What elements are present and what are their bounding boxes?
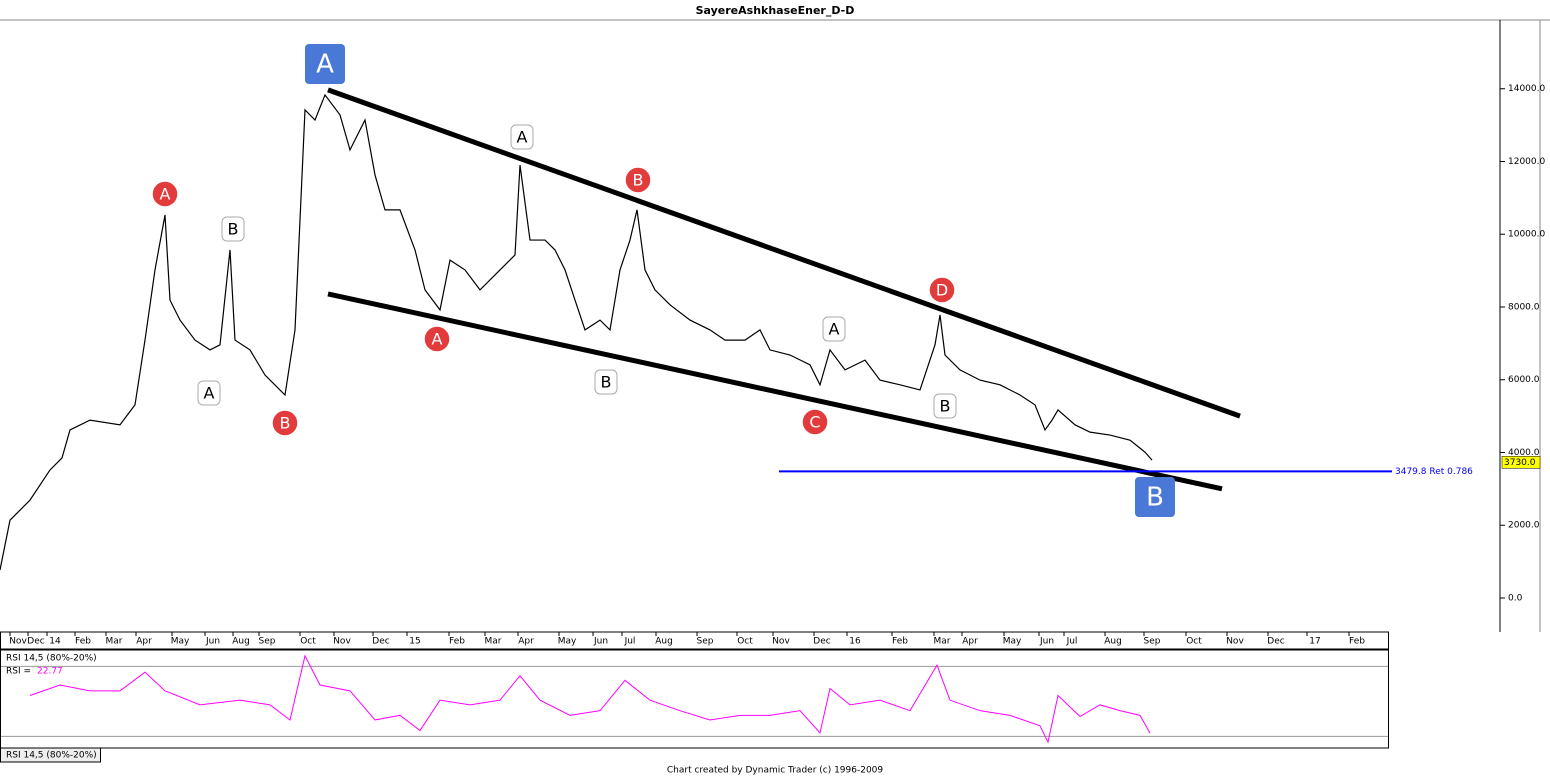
wave-label: C xyxy=(809,413,820,432)
x-tick-label: Feb xyxy=(892,637,908,647)
x-tick-label: Aug xyxy=(655,637,673,647)
wave-label-box xyxy=(197,380,221,406)
wave-label: B xyxy=(280,414,291,433)
last-price-flag xyxy=(1501,456,1541,469)
x-tick-label: 16 xyxy=(849,637,861,647)
wave-label: A xyxy=(316,50,334,80)
wave-label: B xyxy=(1146,483,1164,513)
x-tick-label: Apr xyxy=(962,637,978,647)
wave-label-circle xyxy=(151,180,179,208)
rsi-title: RSI 14,5 (80%-20%) xyxy=(6,654,97,664)
wave-label-circle xyxy=(928,276,956,304)
x-tick-label: Oct xyxy=(1186,637,1202,647)
x-tick-label: Sep xyxy=(259,637,276,647)
wave-label: A xyxy=(517,128,528,147)
x-tick-label: Aug xyxy=(1104,637,1122,647)
x-tick-label: May xyxy=(1003,637,1022,647)
x-axis-strip xyxy=(0,631,1389,650)
x-tick-label: Apr xyxy=(518,637,534,647)
wave-label: A xyxy=(160,185,171,204)
chart-title: SayereAshkhaseEner_D-D xyxy=(696,4,855,17)
wave-label-box xyxy=(305,44,345,84)
x-tick-label: Dec xyxy=(1267,637,1284,647)
wave-label-box xyxy=(822,316,846,342)
y-tick-label: 10000.0 xyxy=(1508,230,1545,240)
x-tick-label: Mar xyxy=(106,637,123,647)
x-tick-label: Mar xyxy=(934,637,951,647)
x-tick-label: Oct xyxy=(300,637,316,647)
x-tick-label: 14 xyxy=(49,637,61,647)
retracement-label: 3479.8 Ret 0.786 xyxy=(1395,467,1473,477)
series-line xyxy=(0,93,1153,571)
x-tick-label: Dec xyxy=(813,637,830,647)
rsi-readout-value: 22.77 xyxy=(37,667,63,677)
x-tick-label: Feb xyxy=(75,637,91,647)
wave-label: B xyxy=(633,171,644,190)
x-tick-label: May xyxy=(558,637,577,647)
rsi-tab-label[interactable]: RSI 14,5 (80%-20%) xyxy=(6,751,97,761)
x-tick-label: Nov xyxy=(333,637,351,647)
wave-label: B xyxy=(940,397,951,416)
x-tick-label: Sep xyxy=(1144,637,1161,647)
wave-label-circle xyxy=(801,408,829,436)
x-tick-label: 17 xyxy=(1309,637,1320,647)
rsi-readout-label: RSI = xyxy=(6,667,31,677)
rsi-tab[interactable] xyxy=(0,747,101,763)
y-tick-label: 6000.0 xyxy=(1508,375,1540,385)
wave-label: B xyxy=(601,373,612,392)
x-tick-label: Mar xyxy=(485,637,502,647)
trendline xyxy=(327,87,1241,419)
wave-label-circle xyxy=(624,166,652,194)
wave-label: A xyxy=(204,384,215,403)
footer: Chart created by Dynamic Trader (c) 1996… xyxy=(667,766,884,776)
wave-label-box xyxy=(594,369,618,395)
x-tick-label: Jul xyxy=(624,637,636,647)
y-tick-label: 2000.0 xyxy=(1508,521,1540,531)
wave-label-circle xyxy=(423,325,451,353)
wave-label-box xyxy=(221,216,245,242)
x-tick-label: Nov xyxy=(1226,637,1244,647)
wave-label: A xyxy=(432,330,443,349)
y-tick-label: 14000.0 xyxy=(1508,84,1545,94)
x-tick-label: Jun xyxy=(593,637,608,647)
y-tick-label: 8000.0 xyxy=(1508,302,1540,312)
trendline xyxy=(327,291,1223,492)
rsi-panel xyxy=(0,649,1389,749)
x-tick-label: Jun xyxy=(205,637,220,647)
wave-label-box xyxy=(510,124,534,150)
x-tick-label: Apr xyxy=(136,637,152,647)
x-tick-label: Jun xyxy=(1039,637,1054,647)
x-tick-label: Jul xyxy=(1066,637,1078,647)
x-tick-label: Feb xyxy=(449,637,465,647)
y-tick-label: 0.0 xyxy=(1508,593,1523,603)
series-line xyxy=(29,654,1151,744)
x-tick-label: May xyxy=(171,637,190,647)
last-price-label: 3730.0 xyxy=(1504,458,1536,468)
wave-label-box xyxy=(1135,477,1175,517)
x-tick-label: Aug xyxy=(232,637,250,647)
y-tick-label: 4000.0 xyxy=(1508,448,1540,458)
x-tick-label: 15 xyxy=(409,637,420,647)
x-tick-label: Feb xyxy=(1349,637,1365,647)
x-tick-label: Oct xyxy=(737,637,753,647)
x-tick-label: Sep xyxy=(697,637,714,647)
x-tick-label: Nov xyxy=(9,637,27,647)
wave-label: A xyxy=(829,320,840,339)
y-tick-label: 12000.0 xyxy=(1508,157,1545,167)
x-tick-label: Nov xyxy=(772,637,790,647)
wave-label-box xyxy=(933,393,957,419)
wave-label: D xyxy=(936,281,948,300)
x-tick-label: Dec xyxy=(27,637,44,647)
x-tick-label: Dec xyxy=(372,637,389,647)
wave-label: B xyxy=(228,220,239,239)
wave-label-circle xyxy=(271,409,299,437)
